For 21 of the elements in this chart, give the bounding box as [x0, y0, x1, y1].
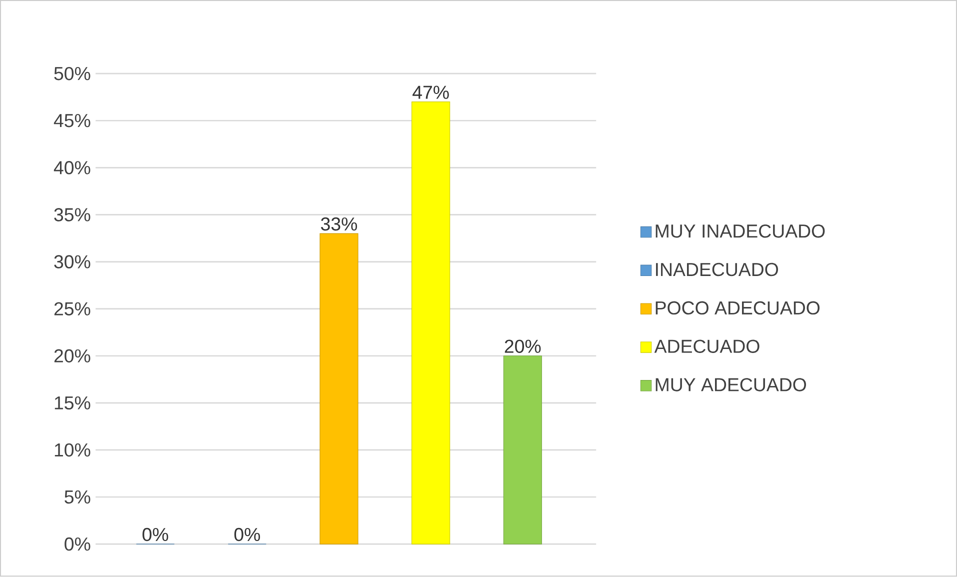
data-label: 33% — [320, 218, 358, 231]
data-label: 0% — [234, 528, 260, 542]
y-tick-label: 10% — [54, 444, 90, 457]
data-label: 0% — [142, 528, 168, 542]
legend-label: ADECUADO — [654, 340, 760, 354]
y-tick-label: 50% — [54, 67, 90, 80]
y-tick-label: 45% — [54, 114, 90, 128]
y-tick-label: 0% — [64, 538, 90, 551]
data-label: 47% — [412, 86, 449, 100]
y-tick-label: 25% — [54, 302, 90, 316]
y-tick-label: 40% — [54, 161, 90, 175]
y-tick-label: 35% — [54, 208, 90, 222]
data-label: 20% — [504, 340, 541, 354]
y-tick-label: 20% — [54, 349, 90, 363]
legend-label: POCO ADECUADO — [656, 301, 820, 315]
legend-label: MUY ADECUADO — [656, 378, 806, 392]
legend-label: MUY INADECUADO — [656, 224, 825, 238]
y-tick-label: 15% — [54, 396, 90, 410]
y-tick-label: 30% — [54, 255, 90, 269]
legend-label: INADECUADO — [656, 263, 778, 276]
y-tick-label: 5% — [64, 490, 90, 504]
